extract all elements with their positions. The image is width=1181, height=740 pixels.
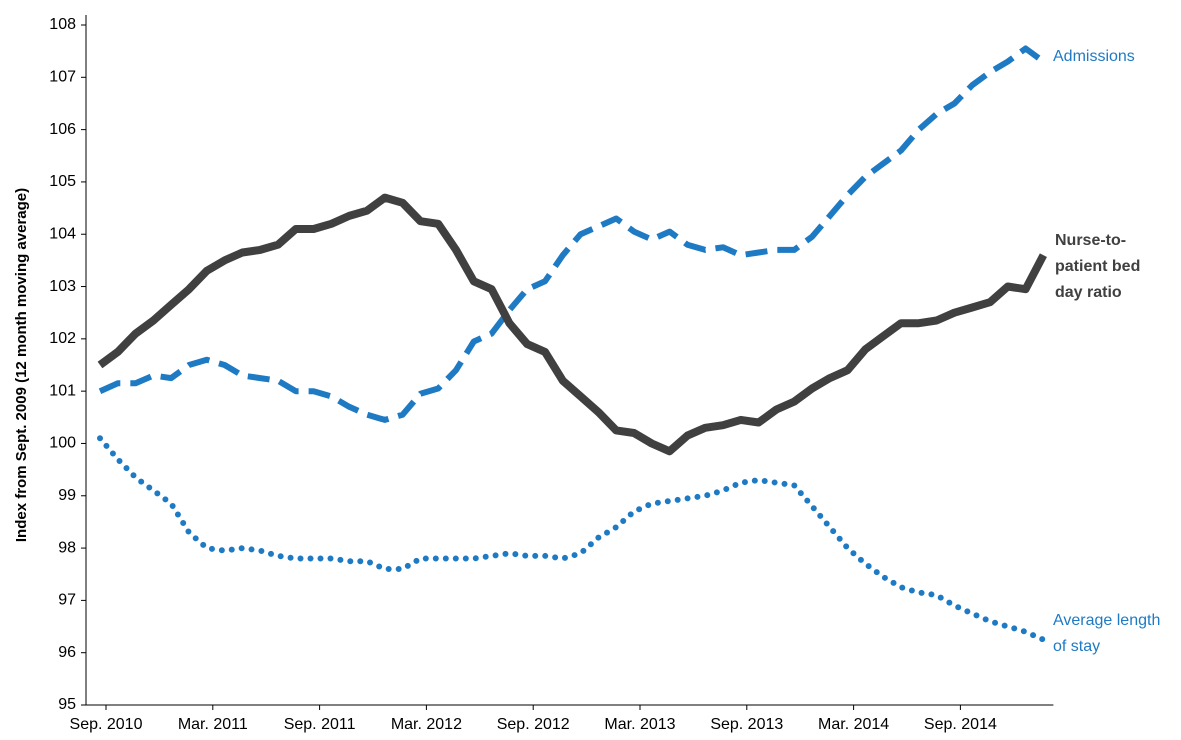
x-tick-label: Sep. 2013: [710, 716, 783, 733]
y-tick-label: 95: [58, 696, 76, 713]
line-series: [97, 193, 1047, 456]
x-tick-label: Mar. 2014: [818, 716, 889, 733]
y-axis-label: Index from Sept. 2009 (12 month moving a…: [13, 188, 30, 542]
series-label: Admissions: [1053, 48, 1135, 65]
y-tick-label: 106: [49, 121, 76, 138]
x-tick-label: Mar. 2011: [178, 716, 248, 733]
y-tick-label: 105: [49, 173, 76, 190]
y-tick-label: 108: [49, 16, 76, 33]
y-tick-label: 102: [49, 330, 76, 347]
line-series: [97, 435, 1047, 643]
y-tick-label: 97: [58, 592, 76, 609]
x-tick-label: Sep. 2010: [70, 716, 143, 733]
x-tick-label: Sep. 2011: [284, 716, 356, 733]
y-tick-label: 101: [49, 382, 76, 399]
y-tick-label: 100: [49, 435, 76, 452]
y-tick-label: 103: [49, 278, 76, 295]
y-tick-label: 104: [49, 225, 76, 242]
y-tick-label: 96: [58, 644, 76, 661]
x-tick-label: Mar. 2013: [604, 716, 675, 733]
line-series: [98, 45, 1046, 423]
y-tick-label: 107: [49, 69, 76, 86]
x-tick-label: Mar. 2012: [391, 716, 462, 733]
x-tick-label: Sep. 2012: [497, 716, 570, 733]
y-tick-label: 99: [58, 487, 76, 504]
series-label: Average length of stay: [1053, 612, 1161, 655]
series-label: Nurse-to-patient bed day ratio: [1055, 232, 1141, 301]
x-tick-label: Sep. 2014: [924, 716, 997, 733]
y-tick-label: 98: [58, 539, 76, 556]
